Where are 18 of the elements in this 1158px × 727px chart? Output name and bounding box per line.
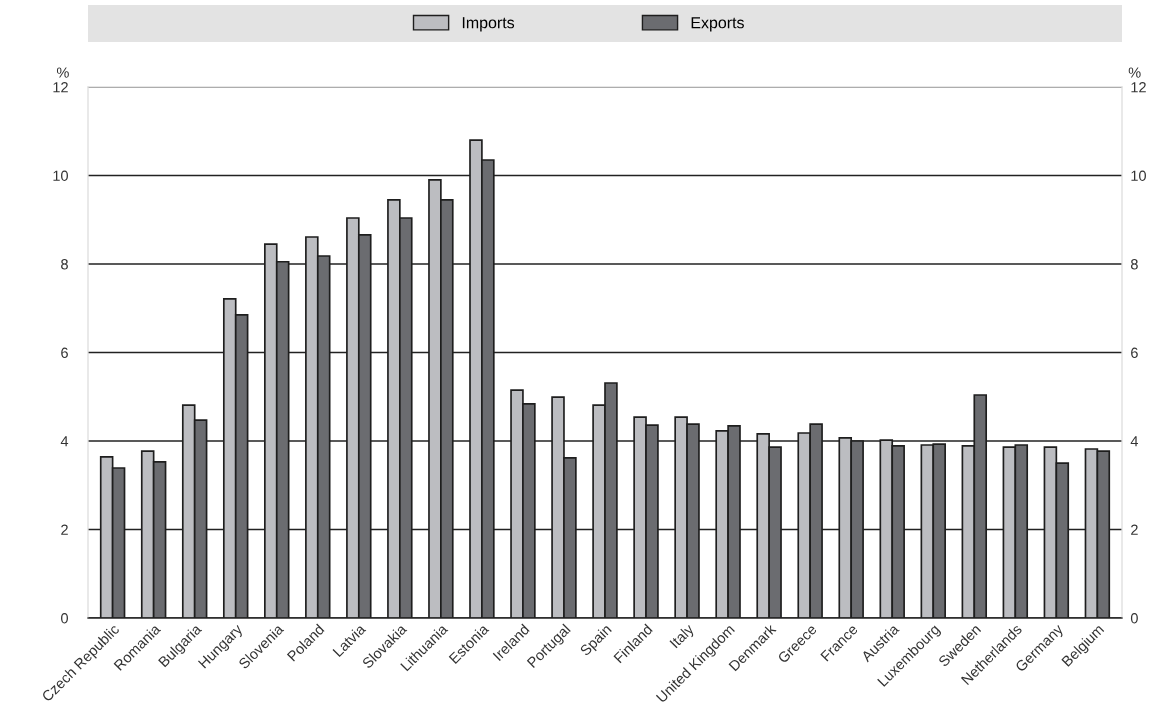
y2-tick-label: 12: [1131, 82, 1146, 93]
legend-label: Exports: [691, 17, 744, 32]
y-axis-title: %: [56, 67, 69, 78]
y-tick-label: 2: [61, 524, 68, 535]
y2-axis-title: %: [1128, 67, 1141, 78]
y2-tick-label: 4: [1130, 436, 1139, 447]
legend-label: Imports: [462, 17, 515, 32]
y2-tick-label: 10: [1131, 170, 1146, 181]
y-tick-label: 8: [61, 259, 68, 270]
y2-tick-label: 0: [1130, 613, 1138, 624]
y-tick-label: 4: [60, 436, 69, 447]
y2-tick-label: 2: [1131, 524, 1138, 535]
y2-tick-label: 6: [1131, 347, 1138, 358]
y-tick-label: 0: [61, 613, 68, 624]
y-tick-label: 10: [53, 170, 68, 181]
y-tick-label: 6: [61, 347, 68, 358]
y-tick-label: 12: [53, 82, 68, 93]
y2-tick-label: 8: [1130, 259, 1138, 270]
